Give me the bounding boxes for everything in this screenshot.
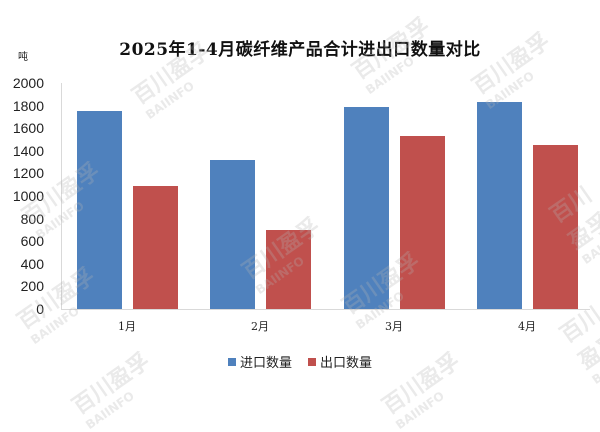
x-tick-label: 2月 <box>251 320 269 333</box>
y-tick-label: 1800 <box>12 97 44 114</box>
y-tick-label: 2000 <box>12 75 44 91</box>
bar-import-2 <box>210 159 255 309</box>
y-tick-label: 1600 <box>12 120 44 137</box>
y-tick-label: 200 <box>20 278 44 295</box>
chart-title: 2025年1-4月碳纤维产品合计进出口数量对比 <box>119 40 481 60</box>
bar-import-4 <box>477 102 522 309</box>
legend: 进口数量 出口数量 <box>0 352 600 371</box>
y-axis-unit: 吨 <box>18 52 28 63</box>
bar-export-1 <box>133 185 178 309</box>
y-tick-label: 800 <box>20 210 44 227</box>
bar-import-1 <box>77 111 122 309</box>
y-tick-label: 1000 <box>12 188 44 204</box>
legend-item-import: 进口数量 <box>227 352 292 371</box>
y-tick-label: 600 <box>20 233 44 250</box>
x-tick-label: 3月 <box>385 320 403 333</box>
legend-item-export: 出口数量 <box>308 352 372 371</box>
legend-label-import: 进口数量 <box>239 356 292 371</box>
x-axis-line <box>61 309 590 310</box>
x-tick-label: 4月 <box>518 320 536 333</box>
legend-label-export: 出口数量 <box>320 356 373 371</box>
y-tick-label: 1400 <box>12 142 44 159</box>
y-axis-line <box>61 83 62 309</box>
bar-export-3 <box>400 136 445 309</box>
legend-swatch-export <box>308 357 316 366</box>
y-tick-label: 1200 <box>12 165 44 182</box>
x-tick-label: 1月 <box>118 320 136 333</box>
y-tick-label: 0 <box>36 301 44 317</box>
legend-swatch-import <box>227 357 236 366</box>
bar-export-2 <box>266 229 311 309</box>
bar-export-4 <box>533 145 578 309</box>
bar-import-3 <box>344 106 389 309</box>
y-tick-label: 400 <box>20 255 44 272</box>
